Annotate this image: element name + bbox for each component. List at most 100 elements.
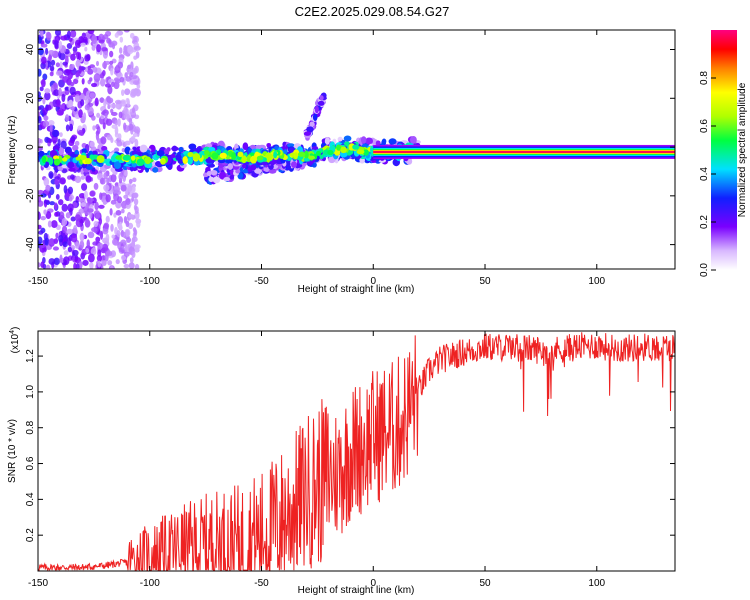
noise-speck (124, 88, 131, 96)
noise-speck (128, 262, 135, 269)
noise-speck (38, 224, 42, 230)
noise-speck (111, 238, 118, 246)
noise-speck (81, 183, 88, 191)
noise-speck (69, 123, 74, 132)
noise-speck (133, 198, 139, 206)
noise-speck (125, 229, 130, 237)
noise-speck (97, 242, 104, 249)
noise-speck (105, 250, 113, 257)
main-trace-core (48, 157, 54, 165)
main-trace-core (241, 155, 247, 164)
snr-y-multiplier: (x104) (9, 327, 21, 354)
noise-speck (38, 138, 42, 144)
main-trace-core (75, 156, 81, 161)
snr-x-ticks: -150 -100 -50 0 50 100 (28, 331, 606, 589)
snr-y-multiplier-exp: 4 (9, 330, 16, 334)
main-trace-mid (156, 150, 165, 157)
main-trace-halo (343, 135, 352, 142)
main-trace-core (308, 155, 315, 160)
noise-speck (109, 50, 114, 58)
noise-speck (93, 220, 99, 228)
lower-branch-speck (268, 169, 277, 174)
noise-speck (100, 114, 105, 120)
noise-speck (84, 46, 88, 52)
noise-speck (91, 45, 96, 51)
noise-speck (101, 259, 107, 266)
x-tick-label: -50 (254, 276, 269, 287)
noise-speck (53, 257, 60, 266)
noise-speck (118, 133, 122, 140)
main-trace-core (250, 155, 258, 164)
noise-speck (69, 86, 76, 95)
noise-speck (102, 49, 109, 59)
colorbar-gradient (711, 30, 737, 270)
noise-speck (44, 88, 51, 94)
noise-speck (50, 85, 55, 93)
x-tick-label: 50 (479, 276, 491, 287)
noise-speck (61, 93, 66, 103)
noise-speck (105, 194, 111, 203)
noise-speck (38, 146, 43, 151)
main-trace-core (231, 152, 237, 161)
noise-speck (123, 170, 128, 177)
noise-speck (123, 194, 129, 199)
main-trace-core (204, 150, 210, 156)
noise-speck (86, 239, 90, 249)
spectrogram-panel: -150 -100 -50 0 50 100 -40 -20 0 20 40 Height of … (7, 29, 676, 295)
noise-speck (94, 201, 99, 211)
noise-speck (110, 67, 114, 76)
noise-speck (72, 249, 79, 256)
noise-speck (132, 227, 137, 233)
noise-speck (89, 92, 95, 99)
noise-speck (117, 196, 123, 204)
noise-speck (46, 31, 52, 41)
noise-speck (44, 91, 51, 101)
noise-speck (66, 228, 74, 235)
noise-speck (111, 234, 116, 239)
noise-speck (80, 202, 86, 207)
noise-speck (42, 120, 50, 127)
noise-speck (123, 263, 130, 269)
noise-speck (101, 47, 108, 52)
noise-speck (74, 175, 82, 184)
spectrogram-y-label: Frequency (Hz) (7, 116, 18, 185)
main-trace-mid (283, 149, 288, 155)
noise-speck (132, 185, 136, 193)
noise-speck (47, 138, 53, 144)
main-trace-mid (225, 158, 233, 164)
noise-speck (114, 32, 119, 38)
noise-speck (92, 66, 98, 73)
noise-speck (62, 241, 68, 248)
spectrogram-x-ticks: -150 -100 -50 0 50 100 (28, 30, 606, 287)
noise-speck (74, 94, 81, 103)
noise-speck (87, 231, 95, 239)
main-trace-core (130, 155, 136, 161)
noise-speck (91, 35, 98, 45)
x-tick-label: -100 (140, 578, 160, 589)
noise-speck (49, 71, 54, 77)
spectrogram-heatmap (38, 30, 675, 269)
noise-speck (68, 99, 74, 108)
main-trace-core (216, 149, 222, 155)
noise-speck (38, 115, 42, 124)
snr-y-multiplier-close: ) (10, 327, 21, 330)
noise-speck (79, 208, 84, 214)
noise-speck (55, 232, 59, 239)
colorbar-ticks: 0.0 0.2 0.4 0.6 0.8 (699, 71, 716, 277)
noise-speck (58, 199, 64, 206)
noise-speck (49, 124, 53, 133)
x-tick-label: -50 (254, 578, 269, 589)
carrier-core (373, 151, 675, 153)
y-tick-label: -20 (25, 188, 36, 203)
noise-speck (61, 225, 68, 234)
noise-speck (78, 109, 83, 118)
noise-speck (38, 230, 44, 235)
main-trace-core (298, 151, 306, 157)
noise-speck (72, 46, 78, 53)
main-trace-core (327, 149, 334, 156)
noise-speck (54, 40, 59, 49)
noise-speck (98, 217, 103, 225)
noise-speck (93, 73, 101, 83)
noise-speck (49, 201, 56, 206)
